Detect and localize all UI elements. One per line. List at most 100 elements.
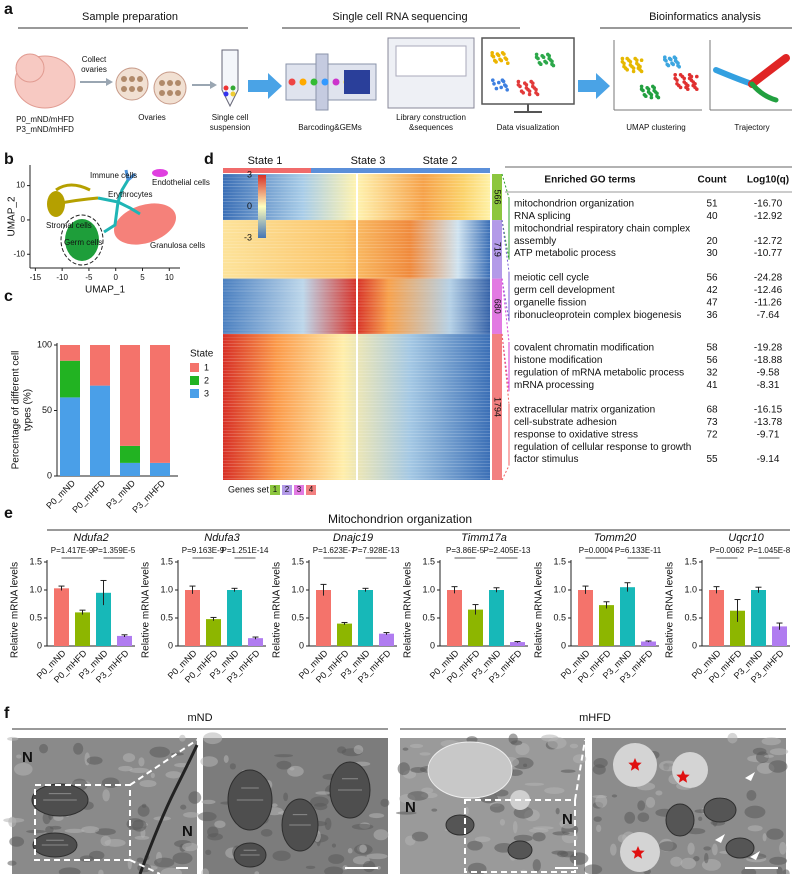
step-label: UMAP clustering xyxy=(626,123,685,132)
tem-texture xyxy=(402,747,409,751)
bar xyxy=(185,590,200,646)
cluster xyxy=(55,183,99,206)
tem-texture xyxy=(154,857,175,868)
x-axis-label: UMAP_1 xyxy=(85,285,125,296)
tem-texture xyxy=(3,817,25,823)
y-tick-label: 1.5 xyxy=(553,556,566,566)
bar xyxy=(227,590,242,646)
cristae xyxy=(43,793,77,801)
cluster-label: Immune cells xyxy=(90,171,137,180)
go-q: -16.15 xyxy=(754,405,783,416)
screen-dot xyxy=(495,52,500,56)
bar-segment xyxy=(90,385,110,476)
go-term: RNA splicing xyxy=(514,211,571,222)
go-q: -12.72 xyxy=(754,236,783,247)
y-axis-label: UMAP_2 xyxy=(7,196,18,236)
tem-texture xyxy=(139,779,157,788)
umap-dot xyxy=(682,80,686,84)
tem-texture xyxy=(205,849,212,856)
go-count: 30 xyxy=(706,248,718,259)
cristae xyxy=(240,849,260,856)
go-term: germ cell development xyxy=(514,285,615,296)
go-q: -9.71 xyxy=(757,429,780,440)
tem-texture xyxy=(779,841,787,855)
y-tick-label: 0.5 xyxy=(422,612,435,622)
legend-label: 2 xyxy=(285,485,290,494)
gene-set-size: 1794 xyxy=(493,397,503,417)
tem-texture xyxy=(14,762,33,776)
go-term: mRNA processing xyxy=(514,380,594,391)
cluster xyxy=(114,203,176,245)
cell-dot xyxy=(223,91,229,97)
go-term: assembly xyxy=(514,236,556,247)
p-value: P=3.86E-5 xyxy=(446,546,485,555)
tem-texture xyxy=(100,835,112,847)
screen-dot xyxy=(500,51,505,55)
y-axis-label: Relative mRNA levels xyxy=(272,562,283,658)
screen-dot xyxy=(505,88,510,92)
cell-dot xyxy=(223,85,229,91)
screen-dot xyxy=(506,61,510,65)
tem-texture xyxy=(188,791,202,804)
go-q: -8.31 xyxy=(757,380,780,391)
p-value: P=1.045E-8 xyxy=(748,546,791,555)
go-term: extracellular matrix organization xyxy=(514,405,655,416)
cell-dot xyxy=(230,91,236,97)
tem-texture xyxy=(703,846,712,851)
umap-dot xyxy=(642,93,647,97)
umap-dot xyxy=(625,56,629,61)
tem-texture xyxy=(512,820,518,834)
tem-texture xyxy=(172,852,193,865)
tem-texture xyxy=(532,859,541,872)
y-axis-label: Relative mRNA levels xyxy=(10,562,21,658)
bar xyxy=(620,587,635,646)
go-count: 40 xyxy=(706,211,718,222)
screen-dot xyxy=(546,52,550,57)
umap-dot xyxy=(673,59,678,63)
nucleus-label: N xyxy=(22,749,33,766)
tem-texture xyxy=(510,740,523,746)
tem-texture xyxy=(136,857,144,863)
tem-texture xyxy=(560,851,578,858)
state-strip xyxy=(223,168,311,173)
y-axis-label: Relative mRNA levels xyxy=(665,562,676,658)
nucleus-label: N xyxy=(562,811,573,828)
tem-texture xyxy=(331,843,337,848)
y-axis-label: Relative mRNA levels xyxy=(534,562,545,658)
screen-dot xyxy=(490,51,495,55)
tem-texture xyxy=(102,789,110,802)
rule xyxy=(129,859,161,874)
tem-texture xyxy=(58,867,81,874)
screen-dot xyxy=(497,80,501,85)
nuclear-envelope xyxy=(138,744,199,874)
go-count: 56 xyxy=(706,273,718,284)
section-header: Bioinformatics analysis xyxy=(649,11,761,23)
bar xyxy=(447,590,462,646)
y-tick-label: 1.0 xyxy=(684,584,697,594)
y-axis-label: types (%) xyxy=(23,389,34,431)
state-label: State 2 xyxy=(423,155,458,167)
step-label: Ovaries xyxy=(138,113,166,122)
follicle xyxy=(159,90,165,96)
tem-texture xyxy=(637,800,646,811)
gene-set-band xyxy=(492,333,502,480)
tem-texture xyxy=(359,844,367,853)
tem-texture xyxy=(182,842,199,852)
go-q: -12.92 xyxy=(754,211,783,222)
follicle xyxy=(159,80,165,86)
y-tick-label: 50 xyxy=(42,405,52,415)
go-q: -19.28 xyxy=(754,343,783,354)
section-title: Mitochondrion organization xyxy=(328,512,472,526)
bar xyxy=(578,590,593,646)
gene-set-band xyxy=(492,220,502,279)
star-marker xyxy=(628,758,642,771)
screen-dot xyxy=(534,52,539,57)
go-term: organelle fission xyxy=(514,297,586,308)
bar xyxy=(337,623,352,646)
cluster-outline xyxy=(60,214,104,266)
cluster-label: Erythrocytes xyxy=(108,190,152,199)
follicle xyxy=(129,86,135,92)
section-header: Sample preparation xyxy=(82,11,178,23)
go-count: 32 xyxy=(706,367,718,378)
